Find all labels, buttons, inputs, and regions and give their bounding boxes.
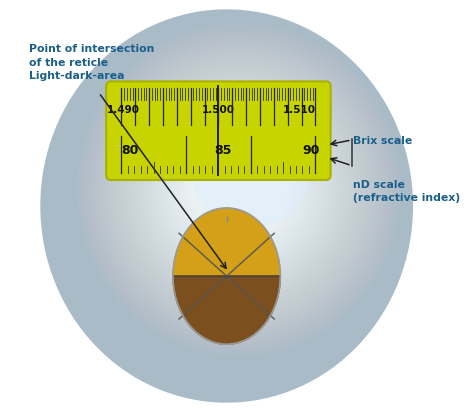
Text: 1.510: 1.510 <box>283 105 315 115</box>
Text: nD scale
(refractive index): nD scale (refractive index) <box>353 180 460 202</box>
Ellipse shape <box>78 25 400 355</box>
Ellipse shape <box>145 95 333 285</box>
Ellipse shape <box>90 38 388 342</box>
Ellipse shape <box>125 75 353 305</box>
Text: 80: 80 <box>121 143 138 156</box>
Ellipse shape <box>176 128 302 252</box>
FancyBboxPatch shape <box>106 82 331 180</box>
Ellipse shape <box>98 46 381 334</box>
Ellipse shape <box>141 91 337 289</box>
Ellipse shape <box>117 66 361 313</box>
Ellipse shape <box>188 141 291 240</box>
Ellipse shape <box>129 79 349 301</box>
Ellipse shape <box>194 120 309 227</box>
Ellipse shape <box>121 71 357 309</box>
Ellipse shape <box>168 120 310 260</box>
Text: 85: 85 <box>214 143 231 156</box>
Ellipse shape <box>94 42 384 338</box>
Ellipse shape <box>164 116 314 264</box>
Ellipse shape <box>133 83 345 297</box>
Ellipse shape <box>153 104 326 276</box>
Ellipse shape <box>137 87 341 293</box>
Ellipse shape <box>160 112 318 268</box>
Ellipse shape <box>86 33 392 347</box>
Text: 1.500: 1.500 <box>202 105 235 115</box>
Ellipse shape <box>172 124 306 256</box>
Text: 90: 90 <box>302 143 320 156</box>
Ellipse shape <box>113 62 365 318</box>
Ellipse shape <box>148 100 329 280</box>
Polygon shape <box>173 276 280 344</box>
Ellipse shape <box>101 50 376 330</box>
Ellipse shape <box>191 145 286 235</box>
Text: 1.490: 1.490 <box>107 105 140 115</box>
Ellipse shape <box>82 29 396 351</box>
Ellipse shape <box>180 133 298 248</box>
Text: Brix scale: Brix scale <box>353 135 412 146</box>
Ellipse shape <box>106 54 373 326</box>
Text: Point of intersection
of the reticle
Light-dark-area: Point of intersection of the reticle Lig… <box>28 44 154 81</box>
Ellipse shape <box>184 137 294 244</box>
Ellipse shape <box>41 11 412 402</box>
Polygon shape <box>173 209 280 276</box>
Ellipse shape <box>156 108 322 272</box>
Ellipse shape <box>109 58 369 322</box>
